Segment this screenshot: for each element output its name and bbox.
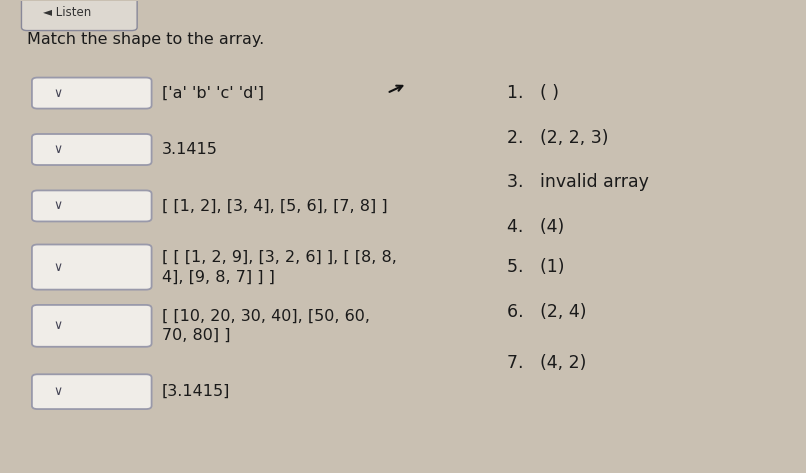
Text: ∨: ∨ xyxy=(53,385,63,398)
Text: 1.   ( ): 1. ( ) xyxy=(508,84,559,102)
Text: [3.1415]: [3.1415] xyxy=(162,384,231,399)
Text: 3.   invalid array: 3. invalid array xyxy=(508,174,650,192)
Text: ['a' 'b' 'c' 'd']: ['a' 'b' 'c' 'd'] xyxy=(162,86,264,101)
Text: ∨: ∨ xyxy=(53,87,63,100)
FancyBboxPatch shape xyxy=(32,134,152,165)
Text: [ [ [1, 2, 9], [3, 2, 6] ], [ [8, 8,
4], [9, 8, 7] ] ]: [ [ [1, 2, 9], [3, 2, 6] ], [ [8, 8, 4],… xyxy=(162,250,397,284)
Text: 5.   (1): 5. (1) xyxy=(508,258,565,276)
Text: [ [10, 20, 30, 40], [50, 60,
70, 80] ]: [ [10, 20, 30, 40], [50, 60, 70, 80] ] xyxy=(162,308,370,343)
FancyBboxPatch shape xyxy=(22,0,137,31)
FancyBboxPatch shape xyxy=(32,305,152,347)
Text: 4.   (4): 4. (4) xyxy=(508,218,565,236)
FancyBboxPatch shape xyxy=(32,191,152,221)
Text: 3.1415: 3.1415 xyxy=(162,142,218,157)
FancyBboxPatch shape xyxy=(32,78,152,109)
Text: 7.   (4, 2): 7. (4, 2) xyxy=(508,354,587,372)
Text: ◄ Listen: ◄ Listen xyxy=(44,6,91,19)
Text: [ [1, 2], [3, 4], [5, 6], [7, 8] ]: [ [1, 2], [3, 4], [5, 6], [7, 8] ] xyxy=(162,199,388,213)
Text: 6.   (2, 4): 6. (2, 4) xyxy=(508,303,587,321)
Text: Match the shape to the array.: Match the shape to the array. xyxy=(27,32,264,47)
Text: ∨: ∨ xyxy=(53,319,63,333)
Text: ∨: ∨ xyxy=(53,143,63,156)
FancyBboxPatch shape xyxy=(32,374,152,409)
FancyBboxPatch shape xyxy=(32,245,152,289)
Text: 2.   (2, 2, 3): 2. (2, 2, 3) xyxy=(508,129,609,147)
Text: ∨: ∨ xyxy=(53,200,63,212)
Text: ∨: ∨ xyxy=(53,261,63,273)
